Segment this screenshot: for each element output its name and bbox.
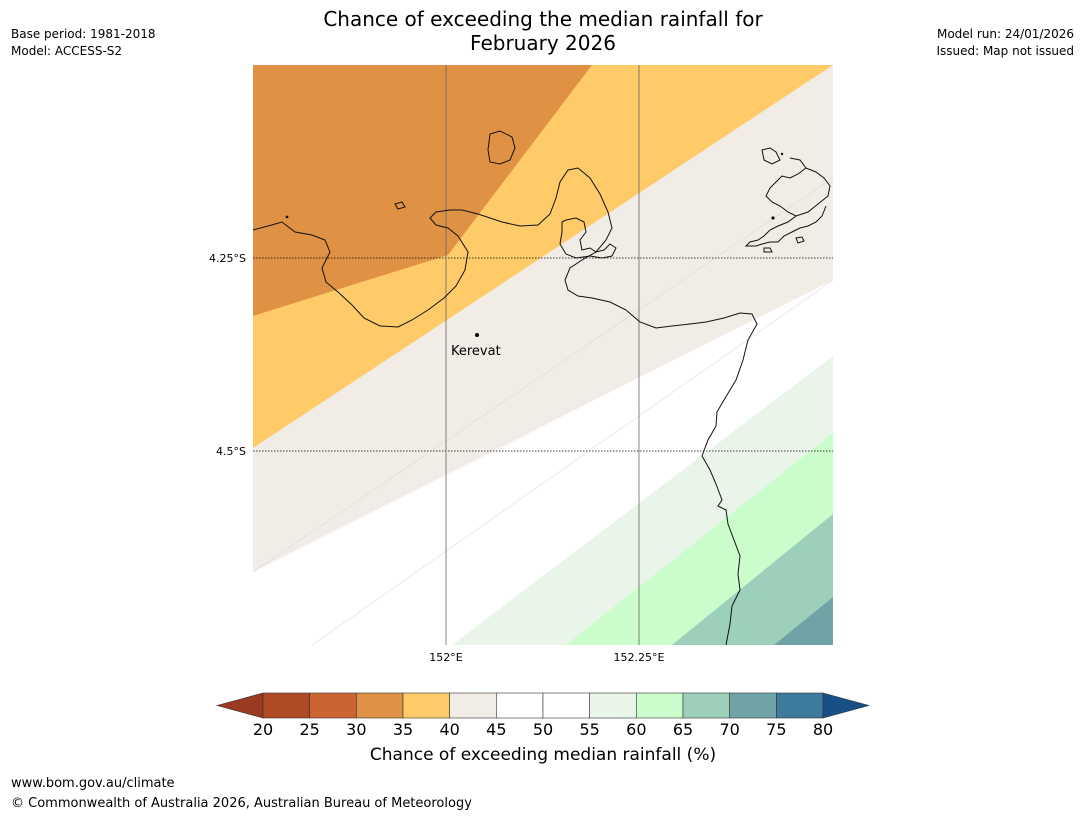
model-run-text: Model run: 24/01/2026 <box>936 27 1074 41</box>
copyright-text: © Commonwealth of Australia 2026, Austra… <box>11 796 472 811</box>
map-title-line2: February 2026 <box>470 31 616 55</box>
colorbar-tick-label: 20 <box>253 720 273 739</box>
colorbar-segment <box>402 692 450 719</box>
footer: www.bom.gov.au/climate © Commonwealth of… <box>11 774 472 814</box>
map-title-line1: Chance of exceeding the median rainfall … <box>323 7 763 31</box>
colorbar-segment <box>262 692 310 719</box>
lat-label-4-5: 4.5°S <box>216 445 246 458</box>
islet-marker <box>771 216 775 220</box>
lon-label-152-25: 152.25°E <box>614 651 665 664</box>
base-period-text: Base period: 1981-2018 <box>11 27 156 41</box>
map-title: Chance of exceeding the median rainfall … <box>243 7 843 55</box>
colorbar-segment <box>309 692 357 719</box>
colorbar-segment <box>776 692 824 719</box>
colorbar-tick-label: 70 <box>719 720 739 739</box>
probability-bands <box>253 65 833 645</box>
colorbar-tick-label: 45 <box>486 720 506 739</box>
islet-marker <box>780 152 784 156</box>
lon-label-152: 152°E <box>429 651 462 664</box>
coastlines <box>253 130 831 645</box>
colorbar-segment <box>356 692 404 719</box>
colorbar-tick-label: 75 <box>766 720 786 739</box>
colorbar-segment <box>589 692 637 719</box>
colorbar-tick-label: 65 <box>673 720 693 739</box>
colorbar-low-extend <box>215 692 264 719</box>
colorbar-segment <box>636 692 684 719</box>
model-metadata: Base period: 1981-2018 Model: ACCESS-S2 <box>11 26 156 60</box>
rainfall-map: Kerevat 4.25°S 4.5°S 152°E 152.25°E <box>209 65 833 664</box>
colorbar-title: Chance of exceeding median rainfall (%) <box>369 745 717 765</box>
colorbar-tick-label: 40 <box>439 720 459 739</box>
issued-text: Issued: Map not issued <box>936 44 1074 58</box>
colorbar-segment <box>542 692 590 719</box>
contour-45 <box>253 177 833 573</box>
islet-marker <box>285 215 289 219</box>
colorbar-segments <box>215 692 871 719</box>
lat-label-4-25: 4.25°S <box>209 252 246 265</box>
colorbar-tick-label: 30 <box>346 720 366 739</box>
model-name-text: Model: ACCESS-S2 <box>11 44 123 58</box>
colorbar-segment <box>449 692 497 719</box>
colorbar-tick-label: 80 <box>813 720 833 739</box>
run-metadata: Model run: 24/01/2026 Issued: Map not is… <box>936 26 1074 60</box>
colorbar-segment <box>496 692 544 719</box>
colorbar-tick-label: 35 <box>393 720 413 739</box>
kerevat-label: Kerevat <box>451 344 501 359</box>
band-70-75 <box>774 597 833 645</box>
colorbar-high-extend <box>822 692 871 719</box>
colorbar-tick-label: 25 <box>299 720 319 739</box>
colorbar-tick-label: 55 <box>579 720 599 739</box>
colorbar-tick-label: 60 <box>626 720 646 739</box>
kerevat-location-marker <box>475 333 479 337</box>
colorbar-segment <box>729 692 777 719</box>
bom-website-link[interactable]: www.bom.gov.au/climate <box>11 776 175 791</box>
colorbar-ticks: 20 25 30 35 40 45 50 55 60 65 70 75 80 <box>253 720 833 739</box>
band-30-35 <box>253 65 592 316</box>
band-65-70 <box>672 514 833 645</box>
colorbar-segment <box>682 692 730 719</box>
contour-50 <box>311 279 833 645</box>
colorbar-tick-label: 50 <box>533 720 553 739</box>
